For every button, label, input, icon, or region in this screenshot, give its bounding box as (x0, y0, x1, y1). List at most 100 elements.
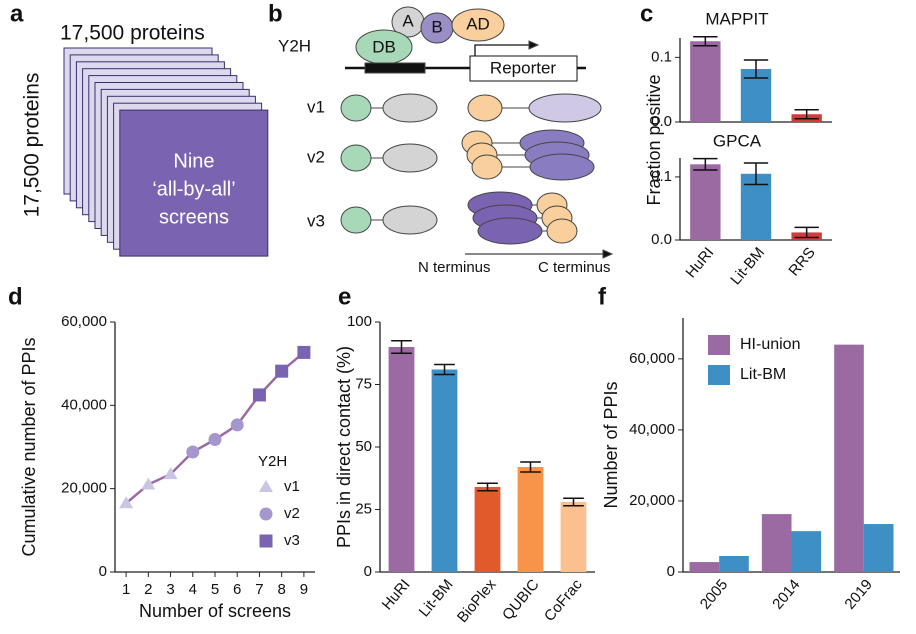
marker (119, 496, 134, 509)
x-tick-label: 2005 (697, 576, 731, 612)
y-tick-label: 20,000 (61, 480, 107, 497)
y-axis-label: Cumulative number of PPIs (19, 337, 39, 556)
marker (275, 364, 289, 378)
diagram-text: ‘all-by-all’ (152, 178, 235, 200)
y-tick-label: 50 (355, 438, 372, 455)
y-tick-label: 0.0 (651, 231, 672, 248)
protein (451, 8, 505, 42)
marker (141, 477, 156, 490)
y-tick-label: 75 (355, 375, 372, 392)
legend-label: Lit-BM (740, 366, 786, 383)
protein-label: B (431, 17, 442, 36)
legend-marker (259, 507, 273, 521)
assay-label: Y2H (278, 36, 311, 55)
x-tick-label: RRS (785, 244, 818, 279)
version-label: v2 (307, 147, 325, 166)
error-bar (434, 363, 455, 376)
legend-label: v1 (284, 478, 300, 495)
marker (252, 388, 266, 402)
panel-label: d (8, 283, 23, 310)
reporter-label: Reporter (490, 58, 556, 77)
x-tick-label: 9 (300, 581, 308, 598)
arrowhead (528, 40, 540, 50)
x-tick-label: QUBIC (499, 576, 543, 623)
version-label: v1 (307, 97, 325, 116)
error-bar (391, 340, 412, 354)
x-tick-label: Lit-BM (416, 576, 457, 620)
diagram-text: Nine (173, 150, 214, 172)
x-tick-label: Lit-BM (727, 244, 768, 288)
y-tick-label: 0.0 (651, 113, 672, 130)
x-tick-label: 2019 (841, 576, 875, 612)
bar (431, 369, 458, 572)
marker (297, 345, 311, 359)
panel-label: f (598, 283, 607, 310)
diagram-label: 17,500 proteins (60, 22, 205, 45)
bar (690, 164, 721, 240)
y-tick-label: 60,000 (629, 350, 675, 367)
bar (517, 467, 544, 572)
bar (388, 347, 415, 572)
x-tick-label: 6 (233, 581, 241, 598)
bar (474, 487, 501, 572)
diagram-text: screens (159, 206, 229, 228)
arrowhead (602, 249, 614, 259)
x-tick-label: HuRI (379, 576, 414, 613)
panel-label: a (10, 0, 24, 27)
bar (761, 514, 792, 572)
y-tick-label: 0 (364, 563, 372, 580)
legend-label: v2 (284, 505, 300, 522)
chart-title: MAPPIT (705, 9, 768, 28)
y2h-diagram (340, 6, 614, 259)
v3-row (340, 191, 578, 245)
marker (163, 467, 178, 480)
error-bar (693, 35, 718, 47)
bar (863, 524, 894, 572)
y-tick-label: 0.1 (651, 168, 672, 185)
chart-title: GPCA (713, 131, 762, 150)
diagram-label: 17,500 proteins (21, 73, 44, 218)
y-tick-label: 40,000 (61, 396, 107, 413)
protein-label: A (402, 11, 414, 30)
error-bar (743, 59, 769, 79)
y-tick-label: 25 (355, 500, 372, 517)
x-tick-label: 5 (211, 581, 219, 598)
bar (834, 344, 864, 572)
x-tick-label: 7 (255, 581, 263, 598)
error-bar (520, 461, 541, 473)
bar (791, 531, 822, 572)
y-tick-label: 40,000 (629, 421, 675, 438)
terminus-label: N terminus (418, 259, 491, 276)
bar (690, 41, 721, 122)
v1-row (340, 93, 602, 123)
terminus-label: C terminus (538, 259, 611, 276)
error-bar (794, 226, 819, 239)
panel-label: c (640, 0, 653, 27)
y-tick-label: 100 (347, 313, 372, 330)
legend-swatch (708, 335, 730, 355)
x-tick-label: 2014 (769, 576, 803, 612)
x-tick-label: 8 (277, 581, 285, 598)
y-axis-label: Number of PPIs (601, 381, 621, 508)
error-bar (563, 497, 584, 507)
arrow (474, 44, 530, 56)
legend-swatch (708, 365, 730, 385)
screen-square (119, 109, 269, 257)
legend-label: v3 (284, 532, 300, 549)
panel-label: b (268, 0, 283, 27)
x-tick-label: 3 (166, 581, 174, 598)
bar (560, 502, 587, 572)
error-bar (743, 162, 769, 186)
y-axis-label: PPIs in direct contact (%) (334, 346, 354, 548)
error-bar (693, 157, 718, 171)
y-axis-label: Fraction positive (644, 74, 664, 205)
y-tick-label: 0 (667, 563, 675, 580)
x-tick-label: CoFrac (541, 576, 586, 625)
screen-stack (63, 47, 269, 257)
y-tick-label: 20,000 (629, 492, 675, 509)
legend-title: Y2H (258, 453, 287, 470)
y-tick-label: 0.1 (651, 48, 672, 65)
x-axis-label: Number of screens (139, 601, 291, 621)
